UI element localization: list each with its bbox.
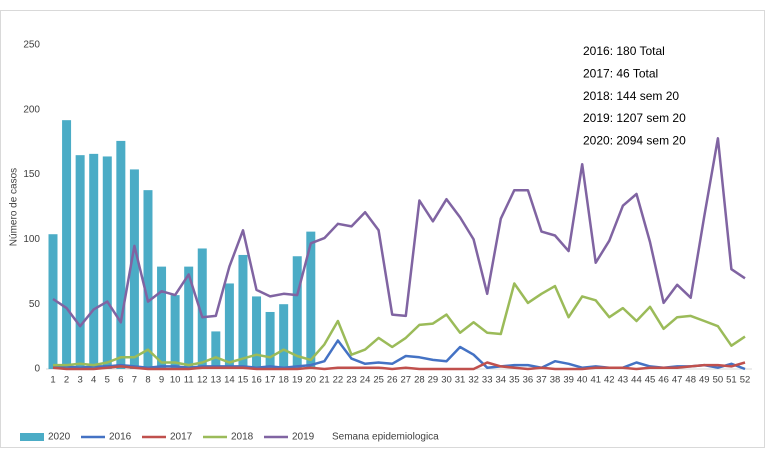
x-tick-label: 6	[118, 375, 123, 386]
x-tick-label: 14	[224, 375, 235, 386]
x-tick-label: 34	[495, 375, 506, 386]
x-tick-label: 4	[91, 375, 96, 386]
line-series	[52, 137, 746, 328]
x-tick-label: 32	[468, 375, 479, 386]
legend-label: 2016	[109, 432, 132, 443]
bar	[184, 266, 194, 369]
x-tick-label: 51	[726, 375, 737, 386]
x-tick-label: 1	[50, 375, 55, 386]
legend-label: 2020	[48, 432, 71, 443]
x-tick-label: 42	[604, 375, 615, 386]
bar	[252, 296, 262, 369]
bar	[102, 156, 112, 369]
x-tick-label: 24	[360, 375, 371, 386]
x-tick-label: 50	[713, 375, 724, 386]
x-tick-label: 30	[441, 375, 452, 386]
x-tick-label: 9	[159, 375, 164, 386]
x-tick-label: 8	[145, 375, 150, 386]
bar	[306, 231, 316, 369]
chart-frame	[0, 10, 765, 448]
legend-label: 2017	[170, 432, 193, 443]
y-tick-label: 150	[23, 169, 40, 180]
annotation: 2018: 144 sem 20	[583, 89, 679, 103]
x-tick-label: 7	[132, 375, 137, 386]
x-tick-label: 11	[184, 375, 194, 386]
x-tick-label: 49	[699, 375, 710, 386]
annotation: 2020: 2094 sem 20	[583, 133, 686, 147]
x-tick-label: 17	[265, 375, 276, 386]
line-series	[53, 282, 746, 367]
x-tick-label: 48	[685, 375, 696, 386]
legend-swatch	[20, 433, 44, 441]
x-tick-label: 22	[333, 375, 344, 386]
x-tick-label: 45	[645, 375, 656, 386]
y-tick-label: 0	[34, 364, 40, 375]
y-tick-label: 100	[23, 234, 40, 245]
x-tick-label: 35	[509, 375, 520, 386]
x-tick-label: 43	[618, 375, 629, 386]
x-tick-label: 38	[550, 375, 561, 386]
bar	[143, 190, 153, 369]
bar	[211, 331, 221, 369]
x-tick-label: 29	[428, 375, 439, 386]
bar	[89, 153, 99, 369]
x-tick-label: 19	[292, 375, 303, 386]
bar	[197, 248, 207, 369]
x-tick-label: 52	[740, 375, 751, 386]
line-series	[52, 361, 746, 371]
x-tick-label: 21	[319, 375, 330, 386]
x-tick-label: 37	[536, 375, 547, 386]
x-tick-label: 33	[482, 375, 493, 386]
y-tick-label: 250	[23, 40, 40, 51]
x-tick-label: 3	[77, 375, 82, 386]
x-tick-label: 41	[590, 375, 601, 386]
x-tick-label: 23	[346, 375, 357, 386]
annotation: 2019: 1207 sem 20	[583, 111, 686, 125]
bar	[279, 304, 289, 369]
y-tick-label: 50	[29, 299, 41, 310]
x-tick-label: 20	[306, 375, 317, 386]
x-tick-label: 16	[251, 375, 262, 386]
line-series	[53, 339, 746, 371]
annotation: 2017: 46 Total	[583, 66, 658, 80]
bar	[170, 295, 180, 369]
x-tick-label: 36	[523, 375, 534, 386]
bar	[157, 266, 167, 369]
bar	[238, 254, 248, 369]
x-tick-label: 5	[105, 375, 110, 386]
bar	[62, 120, 72, 369]
x-tick-label: 12	[197, 375, 208, 386]
legend-label: 2018	[231, 432, 254, 443]
bar	[129, 169, 139, 369]
bar	[265, 311, 275, 369]
bar	[224, 283, 234, 369]
x-tick-label: 25	[373, 375, 384, 386]
x-tick-label: 15	[238, 375, 249, 386]
x-tick-label: 39	[563, 375, 574, 386]
legend-label: 2019	[292, 432, 315, 443]
bar	[116, 140, 126, 369]
x-tick-label: 18	[278, 375, 289, 386]
x-axis-label: Semana epidemiologica	[332, 432, 439, 443]
bar	[292, 256, 302, 369]
y-tick-label: 200	[23, 104, 40, 115]
x-tick-label: 10	[170, 375, 181, 386]
bar	[75, 155, 85, 369]
x-tick-label: 2	[64, 375, 69, 386]
x-tick-label: 27	[400, 375, 411, 386]
x-tick-label: 31	[455, 375, 466, 386]
x-tick-label: 44	[631, 375, 642, 386]
y-axis-label: Número de casos	[9, 168, 20, 246]
x-tick-label: 28	[414, 375, 425, 386]
x-tick-label: 26	[387, 375, 398, 386]
x-tick-label: 47	[672, 375, 683, 386]
x-tick-label: 13	[211, 375, 222, 386]
annotation: 2016: 180 Total	[583, 44, 665, 58]
x-tick-label: 40	[577, 375, 588, 386]
x-tick-label: 46	[658, 375, 669, 386]
bar	[48, 234, 58, 369]
